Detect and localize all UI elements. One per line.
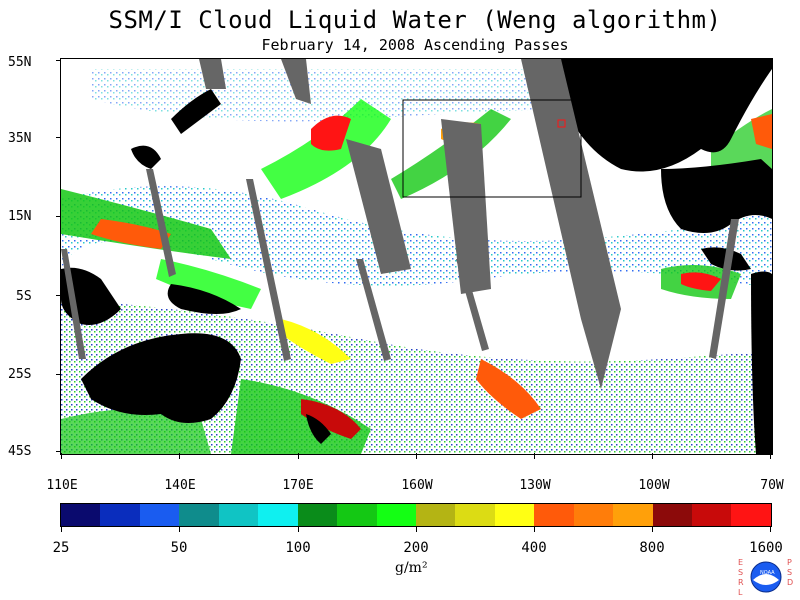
marker-box xyxy=(557,119,566,128)
colorbar-segment xyxy=(218,504,259,526)
lon-tick xyxy=(298,453,299,459)
colorbar-segment xyxy=(179,504,219,526)
colorbar-segment xyxy=(337,504,377,526)
colorbar-tick xyxy=(652,526,653,532)
colorbar-units: g/m² xyxy=(395,560,428,576)
logo-letter: S xyxy=(787,568,792,577)
colorbar-label: 200 xyxy=(403,540,429,556)
colorbar-label: 100 xyxy=(285,540,311,556)
lon-label-110e: 110E xyxy=(46,478,78,493)
logo-letter: D xyxy=(787,578,793,587)
logo-letter: R xyxy=(738,578,744,587)
lon-tick xyxy=(416,453,417,459)
colorbar xyxy=(60,503,772,527)
region-box xyxy=(402,99,582,198)
colorbar-segment xyxy=(534,504,574,526)
colorbar-label: 400 xyxy=(521,540,547,556)
map-subtitle: February 14, 2008 Ascending Passes xyxy=(261,36,569,54)
lon-tick xyxy=(61,453,62,459)
lon-tick xyxy=(179,453,180,459)
lat-tick xyxy=(56,137,61,138)
colorbar-label: 50 xyxy=(170,540,188,556)
logo-letter: E xyxy=(738,558,743,567)
lat-tick xyxy=(56,295,61,296)
colorbar-segment xyxy=(139,504,180,526)
colorbar-segment xyxy=(376,504,416,526)
lat-tick xyxy=(56,60,61,61)
orbit-gaps xyxy=(61,59,739,389)
lat-tick xyxy=(56,374,61,375)
lon-label-100w: 100W xyxy=(638,478,670,493)
lat-tick xyxy=(56,451,61,452)
colorbar-tick xyxy=(770,526,771,532)
lon-label-70w: 70W xyxy=(760,478,784,493)
map-title: SSM/I Cloud Liquid Water (Weng algorithm… xyxy=(108,6,722,34)
lat-label-25s: 25S xyxy=(8,367,32,382)
colorbar-label: 800 xyxy=(639,540,665,556)
colorbar-segment xyxy=(494,504,535,526)
colorbar-segment xyxy=(61,504,101,526)
colorbar-segment xyxy=(415,504,456,526)
logo-letter: L xyxy=(738,588,743,597)
cloud-water-map xyxy=(61,59,772,454)
colorbar-tick xyxy=(61,526,62,532)
lat-tick xyxy=(56,216,61,217)
logo-letter: S xyxy=(738,568,743,577)
lon-tick xyxy=(652,453,653,459)
lat-label-35n: 35N xyxy=(8,131,32,146)
lat-label-55n: 55N xyxy=(8,55,32,70)
lat-label-15n: 15N xyxy=(8,209,32,224)
colorbar-segment xyxy=(100,504,140,526)
colorbar-segment xyxy=(573,504,614,526)
lon-tick xyxy=(534,453,535,459)
colorbar-segment xyxy=(258,504,298,526)
colorbar-segment xyxy=(652,504,692,526)
lat-label-5s: 5S xyxy=(16,289,32,304)
noaa-logo: E S R L NOAA P S D xyxy=(738,558,793,597)
colorbar-segment xyxy=(455,504,495,526)
colorbar-label: 25 xyxy=(52,540,70,556)
map-canvas xyxy=(60,58,773,455)
lon-label-140e: 140E xyxy=(164,478,196,493)
colorbar-tick xyxy=(298,526,299,532)
colorbar-segment xyxy=(692,504,732,526)
colorbar-segment xyxy=(297,504,338,526)
colorbar-segment xyxy=(613,504,653,526)
lon-label-160w: 160W xyxy=(401,478,433,493)
noaa-badge-text: NOAA xyxy=(760,570,775,576)
colorbar-segment xyxy=(731,504,771,526)
lon-label-130w: 130W xyxy=(519,478,551,493)
lon-label-170e: 170E xyxy=(282,478,314,493)
colorbar-tick xyxy=(416,526,417,532)
colorbar-tick xyxy=(179,526,180,532)
colorbar-label: 1600 xyxy=(749,540,783,556)
logo-letter: P xyxy=(787,558,792,567)
colorbar-tick xyxy=(534,526,535,532)
lat-label-45s: 45S xyxy=(8,444,32,459)
lon-tick xyxy=(770,453,771,459)
